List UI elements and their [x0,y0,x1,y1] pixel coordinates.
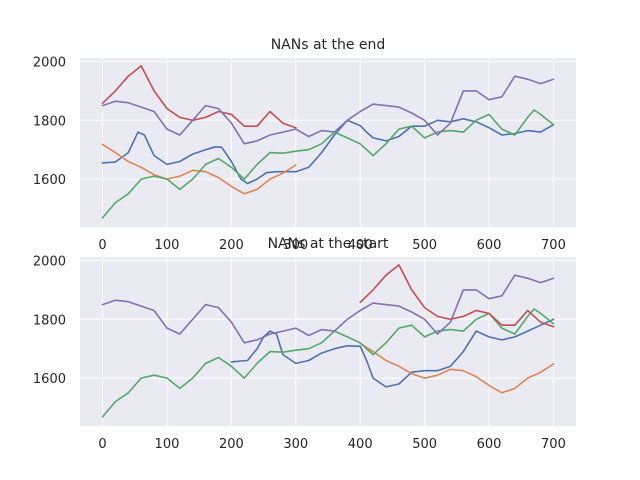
y-tick-label: 1600 [33,372,66,387]
x-tick-label: 700 [541,238,566,253]
x-tick-label: 300 [283,238,308,253]
x-tick-label: 100 [155,238,180,253]
series-line-5 [101,274,555,344]
x-tick-label: 400 [348,238,373,253]
plot-area [80,257,576,426]
x-tick-label: 200 [219,238,244,253]
y-tick-label: 1800 [33,114,66,129]
y-tick-label: 2000 [33,255,66,270]
x-tick-label: 600 [477,437,502,452]
series-line-2 [359,342,555,394]
series-line-4 [101,65,297,129]
series-line-4 [359,264,555,328]
y-tick-label: 1800 [33,313,66,328]
y-tick-label: 1600 [33,173,66,188]
chart-panel-1: 0 100 200 300 400 500 600 700 1600 1800 2000 NANs a… [33,37,576,253]
series-line-1 [101,118,555,185]
chart-title: NANs at the start [268,236,389,252]
series-line-1 [230,318,555,388]
y-tick-label: 2000 [33,56,66,71]
x-tick-label: 300 [283,437,308,452]
x-tick-label: 600 [477,238,502,253]
x-tick-label: 400 [348,437,373,452]
x-tick-label: 500 [412,437,437,452]
x-tick-label: 0 [98,238,106,253]
series-line-5 [101,75,555,145]
x-tick-label: 200 [219,437,244,452]
x-tick-label: 500 [412,238,437,253]
x-tick-label: 700 [541,437,566,452]
x-tick-label: 100 [155,437,180,452]
x-tick-label: 0 [98,437,106,452]
chart-title: NANs at the end [271,37,386,53]
